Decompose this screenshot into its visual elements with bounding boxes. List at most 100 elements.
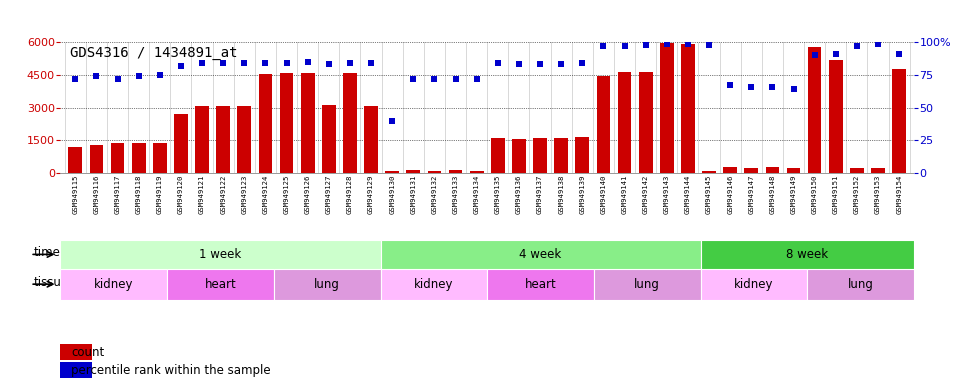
Bar	[322, 105, 336, 173]
Point	[88, 73, 104, 79]
Bar	[701, 269, 807, 300]
Text: lung: lung	[635, 278, 660, 291]
Text: GSM949125: GSM949125	[283, 175, 290, 214]
Bar	[786, 169, 801, 173]
Bar	[258, 74, 273, 173]
Bar	[617, 71, 632, 173]
Point	[660, 40, 675, 46]
Bar	[491, 137, 505, 173]
Point	[575, 60, 590, 66]
Text: 8 week: 8 week	[786, 248, 828, 261]
Text: GSM949152: GSM949152	[853, 175, 860, 214]
Text: GSM949148: GSM949148	[769, 175, 776, 214]
Bar	[60, 362, 91, 378]
Text: GSM949146: GSM949146	[727, 175, 733, 214]
Bar	[594, 269, 701, 300]
Point	[384, 118, 399, 124]
Text: GSM949133: GSM949133	[452, 175, 459, 214]
Bar	[380, 269, 487, 300]
Point	[702, 42, 717, 48]
Point	[828, 51, 844, 57]
Text: GSM949139: GSM949139	[579, 175, 586, 214]
Bar	[765, 167, 780, 173]
Point	[236, 60, 252, 66]
Point	[363, 60, 378, 66]
Point	[638, 42, 654, 48]
Bar	[828, 60, 843, 173]
Text: GSM949136: GSM949136	[516, 175, 522, 214]
Text: GSM949149: GSM949149	[790, 175, 797, 214]
Text: GSM949122: GSM949122	[220, 175, 227, 214]
Text: GSM949132: GSM949132	[431, 175, 438, 214]
Text: 4 week: 4 week	[519, 248, 562, 261]
Point	[850, 43, 865, 49]
Text: GSM949142: GSM949142	[642, 175, 649, 214]
Bar	[702, 170, 716, 173]
Text: GSM949147: GSM949147	[748, 175, 755, 214]
Bar	[60, 344, 91, 360]
Bar	[681, 45, 695, 173]
Bar	[638, 71, 653, 173]
Point	[426, 76, 442, 82]
Text: GSM949153: GSM949153	[875, 175, 881, 214]
Bar	[237, 106, 252, 173]
Text: GSM949129: GSM949129	[368, 175, 374, 214]
Text: GSM949144: GSM949144	[684, 175, 691, 214]
Text: GSM949121: GSM949121	[199, 175, 205, 214]
Text: GSM949154: GSM949154	[896, 175, 902, 214]
Bar	[807, 46, 822, 173]
Point	[533, 61, 548, 68]
Text: lung: lung	[314, 278, 340, 291]
Point	[342, 60, 357, 66]
Text: GSM949130: GSM949130	[389, 175, 396, 214]
Bar	[110, 143, 125, 173]
Bar	[533, 138, 547, 173]
Point	[596, 43, 612, 49]
Point	[554, 61, 569, 68]
Text: GSM949150: GSM949150	[811, 175, 818, 214]
Point	[173, 63, 188, 69]
Text: heart: heart	[525, 278, 557, 291]
Text: GSM949151: GSM949151	[832, 175, 839, 214]
Bar	[512, 139, 526, 173]
Text: kidney: kidney	[94, 278, 133, 291]
Point	[152, 72, 167, 78]
Point	[871, 40, 886, 46]
Bar	[744, 169, 758, 173]
Bar	[554, 138, 568, 173]
Point	[723, 82, 738, 88]
Point	[512, 61, 527, 68]
Text: time: time	[34, 247, 60, 260]
Point	[109, 76, 125, 82]
Bar	[892, 70, 906, 173]
Text: GSM949145: GSM949145	[706, 175, 712, 214]
Bar	[279, 73, 294, 173]
Text: GSM949116: GSM949116	[93, 175, 100, 214]
Point	[744, 84, 759, 90]
Text: GSM949118: GSM949118	[135, 175, 142, 214]
Point	[321, 61, 336, 68]
Text: percentile rank within the sample: percentile rank within the sample	[71, 364, 271, 377]
Bar	[132, 143, 146, 173]
Bar	[807, 269, 914, 300]
Bar	[427, 170, 442, 173]
Point	[447, 76, 463, 82]
Text: GSM949135: GSM949135	[494, 175, 501, 214]
Point	[257, 60, 273, 66]
Text: GSM949138: GSM949138	[558, 175, 564, 214]
Point	[468, 76, 484, 82]
Bar	[871, 169, 885, 173]
Text: GSM949141: GSM949141	[621, 175, 628, 214]
Point	[215, 60, 230, 66]
Bar	[167, 269, 274, 300]
Text: GSM949128: GSM949128	[347, 175, 353, 214]
Point	[765, 84, 780, 90]
Text: GSM949131: GSM949131	[410, 175, 417, 214]
Point	[405, 76, 420, 82]
Text: GSM949123: GSM949123	[241, 175, 248, 214]
Point	[786, 86, 802, 92]
Bar	[300, 73, 315, 173]
Text: GSM949119: GSM949119	[156, 175, 163, 214]
Point	[278, 60, 294, 66]
Text: GDS4316 / 1434891_at: GDS4316 / 1434891_at	[70, 46, 237, 60]
